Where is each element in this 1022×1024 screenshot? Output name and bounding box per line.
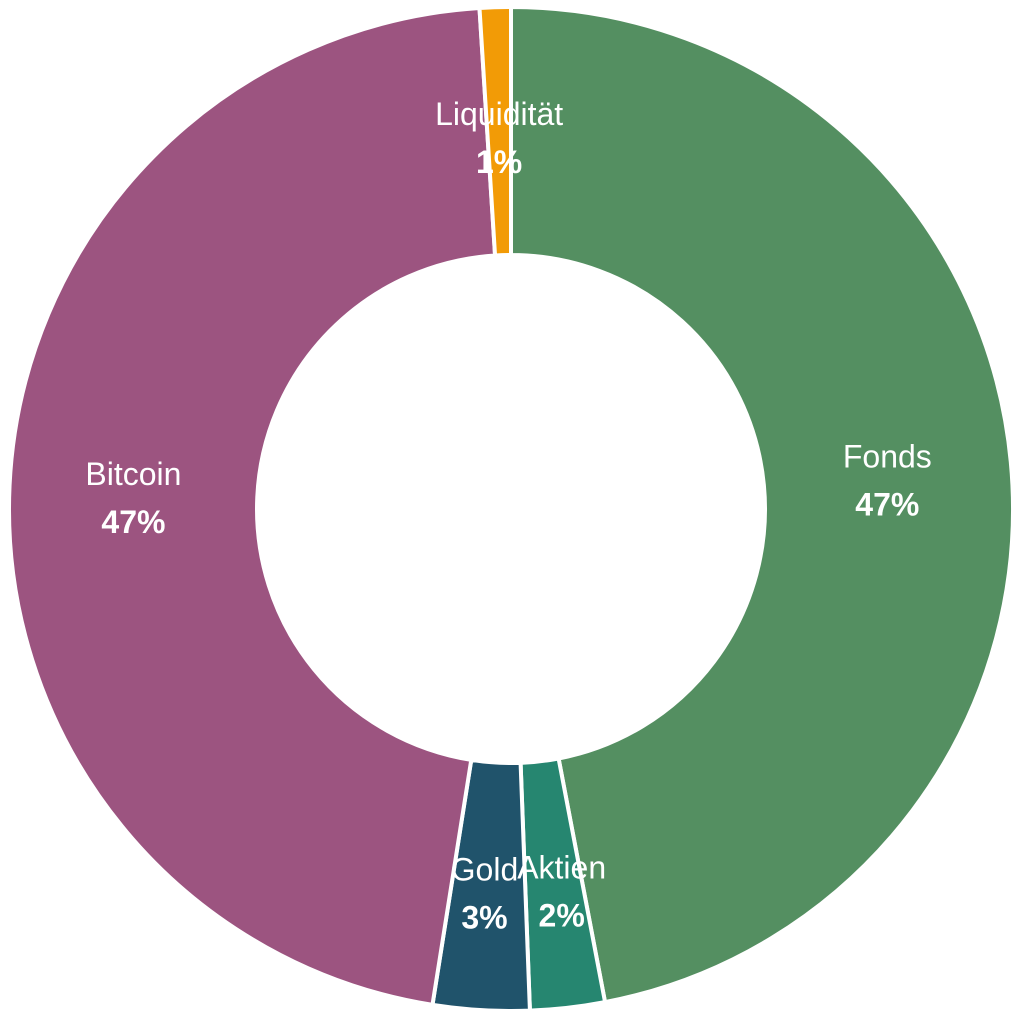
donut-labels: Fonds 47% Aktien 2% Gold 3% Bitcoin 47% Liquidit… <box>85 96 931 935</box>
donut-slices <box>7 4 1015 1013</box>
label-bitcoin-value: 47% <box>101 504 165 540</box>
slice-liquiditt <box>477 4 513 258</box>
label-liquiditt-value: 1% <box>476 144 522 180</box>
label-bitcoin-name: Bitcoin <box>85 456 181 492</box>
label-aktien-value: 2% <box>539 898 585 934</box>
label-aktien-name: Aktien <box>517 850 606 886</box>
label-fonds-name: Fonds <box>843 438 932 474</box>
label-liquiditt-name: Liquidität <box>435 96 563 132</box>
slice-bitcoin <box>7 5 498 1008</box>
label-fonds-value: 47% <box>855 486 919 522</box>
label-gold-value: 3% <box>461 899 507 935</box>
label-gold-name: Gold <box>451 851 519 887</box>
slice-fonds <box>509 4 1015 1005</box>
